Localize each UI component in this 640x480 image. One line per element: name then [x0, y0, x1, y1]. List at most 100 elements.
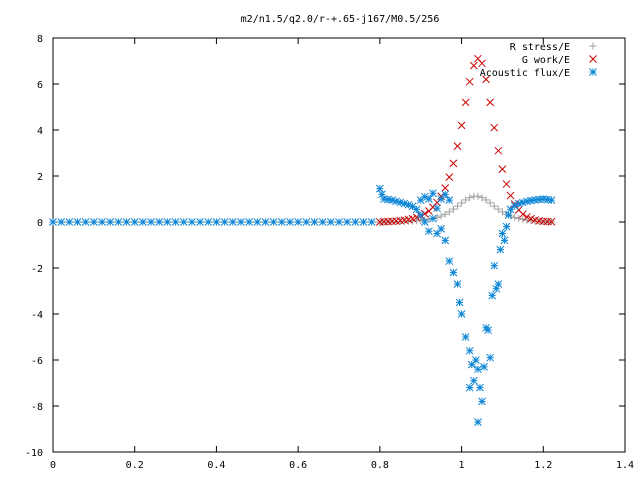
data-point	[511, 213, 519, 221]
data-point	[98, 218, 106, 226]
data-point	[261, 218, 270, 226]
data-point	[469, 376, 478, 385]
legend-marker	[589, 42, 597, 50]
data-point	[469, 61, 478, 70]
x-tick-label: 0.8	[371, 460, 389, 471]
data-point	[449, 268, 458, 277]
data-marks	[49, 54, 556, 426]
y-tick-label: 0	[37, 218, 43, 229]
data-point	[506, 191, 515, 200]
data-point	[147, 218, 155, 226]
data-point	[81, 218, 90, 226]
data-point	[494, 146, 503, 155]
data-point	[73, 218, 82, 226]
data-point	[472, 356, 480, 364]
data-point	[437, 212, 445, 220]
data-point	[212, 218, 221, 226]
data-point	[445, 257, 454, 265]
data-point	[433, 204, 441, 213]
legend-label: R stress/E	[510, 42, 570, 53]
data-point	[462, 196, 470, 204]
data-point	[122, 218, 131, 226]
data-point	[343, 218, 352, 226]
x-tick-label: 0.6	[289, 460, 307, 471]
data-point	[429, 189, 437, 198]
data-point	[220, 218, 229, 226]
legend-label: Acoustic flux/E	[480, 68, 570, 79]
data-point	[359, 218, 368, 226]
data-point	[449, 205, 457, 213]
data-point	[478, 397, 486, 406]
data-point	[500, 236, 509, 245]
data-point	[476, 383, 484, 392]
data-point	[65, 218, 74, 226]
data-point	[429, 214, 437, 223]
data-point	[404, 200, 413, 209]
data-point	[253, 218, 262, 226]
data-point	[441, 236, 450, 245]
data-point	[412, 205, 421, 214]
data-point	[486, 98, 495, 107]
data-point	[245, 218, 253, 226]
data-point	[425, 195, 433, 203]
legend-label: G work/E	[522, 55, 570, 66]
data-point	[106, 218, 115, 226]
data-point	[519, 210, 527, 219]
data-point	[445, 196, 454, 205]
data-point	[171, 218, 180, 226]
data-point	[416, 211, 425, 219]
data-point	[488, 291, 497, 300]
data-point	[420, 209, 429, 218]
data-point	[163, 218, 172, 226]
data-point	[478, 59, 486, 68]
data-point	[478, 194, 486, 202]
data-point	[515, 215, 523, 223]
data-point	[179, 218, 188, 226]
data-point	[502, 180, 511, 188]
data-point	[294, 218, 302, 226]
data-point	[326, 218, 335, 226]
data-point	[441, 190, 450, 199]
data-point	[466, 194, 474, 202]
data-point	[461, 98, 470, 107]
data-point	[408, 202, 417, 211]
data-point	[441, 210, 449, 218]
x-tick-label: 0.4	[207, 460, 225, 471]
chart-title: m2/n1.5/q2.0/r-+.65-j167/M0.5/256	[241, 14, 440, 25]
x-tick-label: 0	[50, 460, 56, 471]
x-tick-label: 1	[459, 460, 465, 471]
legend: R stress/E G work/E Acoustic flux/E	[480, 42, 597, 79]
data-point	[155, 218, 164, 226]
data-point	[204, 218, 213, 226]
y-tick-label: 2	[37, 172, 43, 183]
data-point	[490, 123, 499, 132]
y-tick-label: -10	[25, 448, 43, 459]
data-point	[310, 218, 319, 226]
data-point	[351, 218, 360, 226]
data-point	[139, 218, 147, 226]
data-point	[445, 173, 454, 182]
data-point	[49, 218, 57, 226]
data-point	[474, 418, 482, 426]
x-tick-label: 1.4	[616, 460, 634, 471]
data-point	[490, 202, 498, 210]
data-point	[286, 218, 294, 226]
data-point	[453, 142, 462, 150]
data-point	[502, 222, 511, 231]
data-point	[449, 159, 458, 168]
plot-frame	[52, 37, 626, 453]
y-tick-label: 6	[37, 80, 43, 91]
data-point	[543, 195, 552, 204]
y-tick-label: -2	[31, 264, 43, 275]
data-point	[482, 196, 490, 204]
data-point	[465, 346, 474, 355]
data-point	[445, 208, 453, 216]
data-point	[458, 199, 466, 207]
data-point	[130, 218, 139, 226]
data-point	[474, 365, 482, 374]
y-tick-label: 8	[37, 34, 43, 45]
data-point	[498, 229, 507, 238]
data-point	[453, 280, 462, 288]
data-point	[420, 218, 429, 226]
